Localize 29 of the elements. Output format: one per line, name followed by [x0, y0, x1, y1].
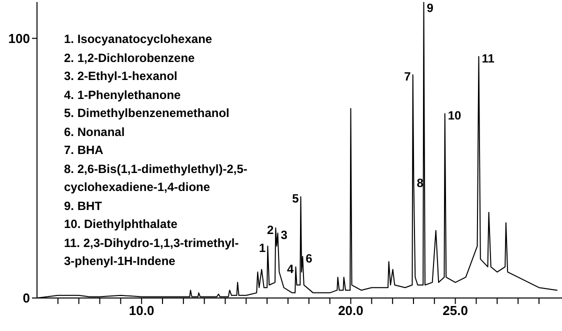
annotation: 2. 1,2-Dichlorobenzene [64, 50, 196, 66]
annotation: 6. Nonanal [64, 124, 126, 140]
x-tick-label: 25.0 [442, 303, 468, 318]
annotation: 5 [292, 192, 300, 206]
annotation: 10 [448, 108, 462, 123]
annotation: 8 [416, 176, 424, 190]
annotation: 11 [482, 52, 495, 66]
annotation: 3 [280, 228, 288, 242]
y-tick-label: 100 [8, 30, 30, 46]
annotation: 9 [426, 1, 434, 15]
annotation: 7. BHA [64, 142, 104, 159]
annotation: 1 [259, 241, 266, 256]
annotation: 8. 2,6-Bis(1,1-dimethylethyl)-2,5- [64, 160, 248, 178]
annotation: 9. BHT [64, 198, 104, 214]
y-tick-label: 0 [22, 290, 30, 306]
annotation: 6 [306, 251, 313, 266]
annotation: 5. Dimethylbenzenemethanol [64, 105, 230, 122]
x-tick-label: 20.0 [338, 303, 364, 318]
annotation: 4. 1-Phenylethanone [64, 86, 182, 104]
annotation: 1. Isocyanatocyclohexane [64, 31, 214, 48]
annotation: cyclohexadiene-1,4-dione [64, 179, 212, 196]
annotation: 2 [266, 222, 274, 237]
annotation: 7 [404, 70, 412, 84]
annotation: 3-phenyl-1H-Indene [64, 253, 176, 270]
x-tick-label: 10.0 [128, 303, 154, 318]
annotation: 4 [287, 262, 294, 276]
annotation: 10. Diethylphthalate [64, 216, 178, 233]
annotation: 3. 2-Ethyl-1-hexanol [64, 68, 178, 85]
annotation: 11. 2,3-Dihydro-1,1,3-trimethyl- [64, 234, 240, 252]
